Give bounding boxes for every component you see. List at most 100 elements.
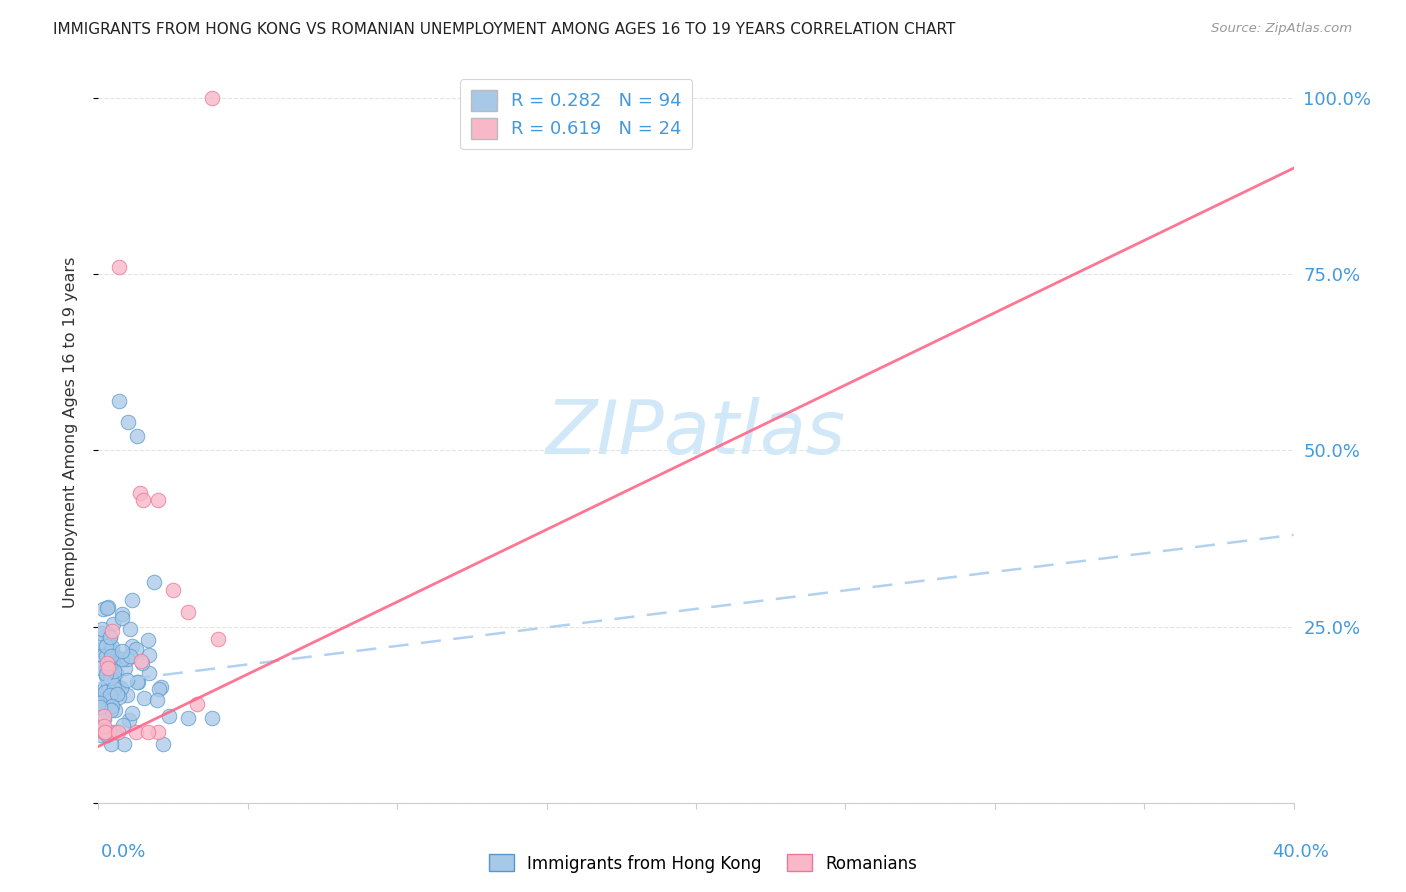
Point [152,737,174,751]
Point [112,718,135,732]
Point [97,700,120,714]
Point [93,709,115,723]
Point [132,492,155,507]
Point [104,652,127,666]
Point [94,680,117,694]
Text: ZIPatlas: ZIPatlas [546,397,846,468]
Text: 0.0%: 0.0% [101,843,146,861]
Point [94,725,117,739]
Point [94,684,117,698]
Point [100,642,122,657]
Point [108,260,131,274]
Point [108,690,131,705]
Point [93,725,115,739]
Point [93,702,115,716]
Point [93,712,115,726]
Point [115,673,138,687]
Point [138,665,160,680]
Point [89,660,111,674]
Point [117,415,139,429]
Point [89,700,111,714]
Point [103,648,125,663]
Point [127,674,149,689]
Point [90,724,112,739]
Point [100,703,122,717]
Point [110,611,132,625]
Y-axis label: Unemployment Among Ages 16 to 19 years: Unemployment Among Ages 16 to 19 years [63,257,77,608]
Point [101,699,124,714]
Point [94,668,117,682]
Point [136,725,159,739]
Point [111,651,134,665]
Point [201,91,224,105]
Point [108,393,131,408]
Point [125,725,148,739]
Point [98,630,121,644]
Point [117,688,139,702]
Point [93,725,115,739]
Point [148,492,170,507]
Point [98,688,121,702]
Point [96,661,118,675]
Point [103,664,125,678]
Point [89,710,111,724]
Point [105,665,128,680]
Point [100,648,122,663]
Point [148,681,170,696]
Point [146,693,169,707]
Point [177,606,200,620]
Point [100,692,122,706]
Point [93,719,115,733]
Point [129,655,152,669]
Point [101,624,124,638]
Point [105,687,128,701]
Point [94,725,117,739]
Point [111,643,134,657]
Point [98,657,121,671]
Point [89,635,111,649]
Point [96,601,118,615]
Point [118,622,141,636]
Point [104,703,127,717]
Point [90,626,112,640]
Point [100,669,122,683]
Legend: Immigrants from Hong Kong, Romanians: Immigrants from Hong Kong, Romanians [482,847,924,880]
Point [89,696,111,710]
Point [93,694,115,708]
Point [114,661,136,675]
Point [91,622,114,636]
Point [138,648,160,662]
Point [96,600,118,615]
Point [129,485,152,500]
Point [94,648,117,663]
Legend: R = 0.282   N = 94, R = 0.619   N = 24: R = 0.282 N = 94, R = 0.619 N = 24 [460,78,693,150]
Text: 40.0%: 40.0% [1272,843,1329,861]
Point [96,728,118,742]
Point [131,657,153,671]
Point [101,685,124,699]
Point [136,632,159,647]
Point [118,713,141,727]
Text: Source: ZipAtlas.com: Source: ZipAtlas.com [1212,22,1353,36]
Point [121,706,143,721]
Point [201,711,224,725]
Point [100,737,122,751]
Point [150,680,173,694]
Point [148,725,170,739]
Point [115,651,138,665]
Point [101,674,124,689]
Point [101,640,124,655]
Point [91,649,114,664]
Point [110,681,132,696]
Point [121,592,143,607]
Point [94,667,117,681]
Point [94,639,117,653]
Point [97,661,120,675]
Point [89,642,111,657]
Point [97,627,120,641]
Point [112,737,135,751]
Point [157,709,180,723]
Point [207,632,229,646]
Point [101,616,124,631]
Point [125,675,148,690]
